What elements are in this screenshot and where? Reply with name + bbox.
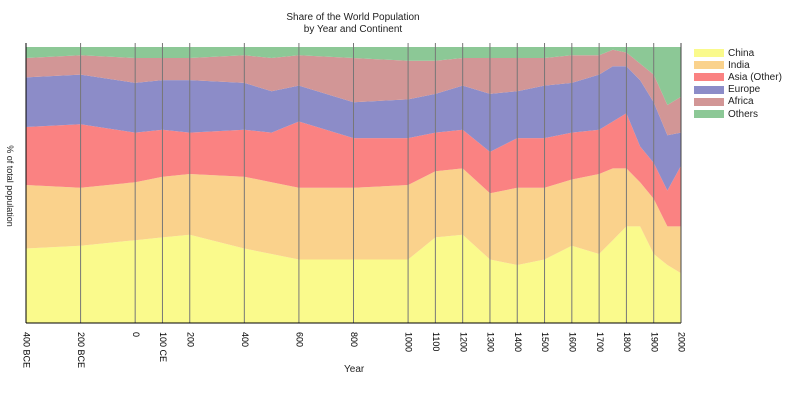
legend-label-asia-other: Asia (Other) bbox=[728, 71, 782, 83]
legend-label-others: Others bbox=[728, 108, 759, 120]
legend-item-china: China bbox=[694, 47, 782, 59]
legend-label-africa: Africa bbox=[728, 96, 754, 108]
x-tick-label-1200: 1200 bbox=[458, 332, 468, 352]
x-tick-label-1400: 1400 bbox=[513, 332, 523, 352]
x-tick-label-200: 200 bbox=[185, 332, 195, 347]
x-tick-labels: 400 BCE 200 BCE 0 100 CE 200 400 600 800 1000 110… bbox=[22, 332, 687, 368]
x-tick-label-1600: 1600 bbox=[567, 332, 577, 352]
axes bbox=[25, 43, 682, 324]
legend-label-india: India bbox=[728, 59, 750, 71]
legend-swatch-others bbox=[694, 110, 724, 119]
x-tick-label-200-bce: 200 BCE bbox=[76, 332, 86, 368]
x-tick-label-1700: 1700 bbox=[595, 332, 605, 352]
legend-item-europe: Europe bbox=[694, 84, 782, 96]
x-tick-label-1800: 1800 bbox=[622, 332, 632, 352]
x-tick-label-2000: 2000 bbox=[677, 332, 687, 352]
legend-label-europe: Europe bbox=[728, 84, 761, 96]
x-tick-label-1500: 1500 bbox=[540, 332, 550, 352]
x-axis-label: Year bbox=[344, 364, 365, 375]
legend-swatch-china bbox=[694, 49, 724, 58]
legend-swatch-asia-other bbox=[694, 73, 724, 82]
x-tick-label-0: 0 bbox=[131, 332, 141, 337]
x-tick-label-1100: 1100 bbox=[431, 332, 441, 351]
x-tick-label-800: 800 bbox=[349, 332, 359, 347]
x-tick-label-400-bce: 400 BCE bbox=[22, 332, 32, 368]
legend-label-china: China bbox=[728, 47, 755, 59]
chart-title-line2: by Year and Continent bbox=[303, 24, 403, 35]
x-tick-label-1000: 1000 bbox=[404, 332, 414, 352]
y-axis-label: % of total population bbox=[5, 145, 15, 227]
legend-swatch-india bbox=[694, 61, 724, 70]
area-others bbox=[26, 47, 681, 105]
legend-swatch-europe bbox=[694, 85, 724, 94]
x-tick-label-1900: 1900 bbox=[649, 332, 659, 352]
legend-swatch-africa bbox=[694, 97, 724, 106]
legend-item-others: Others bbox=[694, 108, 782, 120]
x-tick-label-600: 600 bbox=[295, 332, 305, 347]
legend-item-india: India bbox=[694, 59, 782, 71]
legend-item-asia-other: Asia (Other) bbox=[694, 71, 782, 83]
x-tick-label-400: 400 bbox=[240, 332, 250, 347]
legend: China India Asia (Other) Europe Africa Others bbox=[694, 47, 782, 120]
x-tick-label-1300: 1300 bbox=[486, 332, 496, 352]
x-tick-label-100-ce: 100 CE bbox=[158, 332, 168, 362]
chart-title: Share of the World Population by Year an… bbox=[200, 12, 506, 36]
legend-item-africa: Africa bbox=[694, 96, 782, 108]
chart-title-line1: Share of the World Population bbox=[286, 12, 420, 23]
